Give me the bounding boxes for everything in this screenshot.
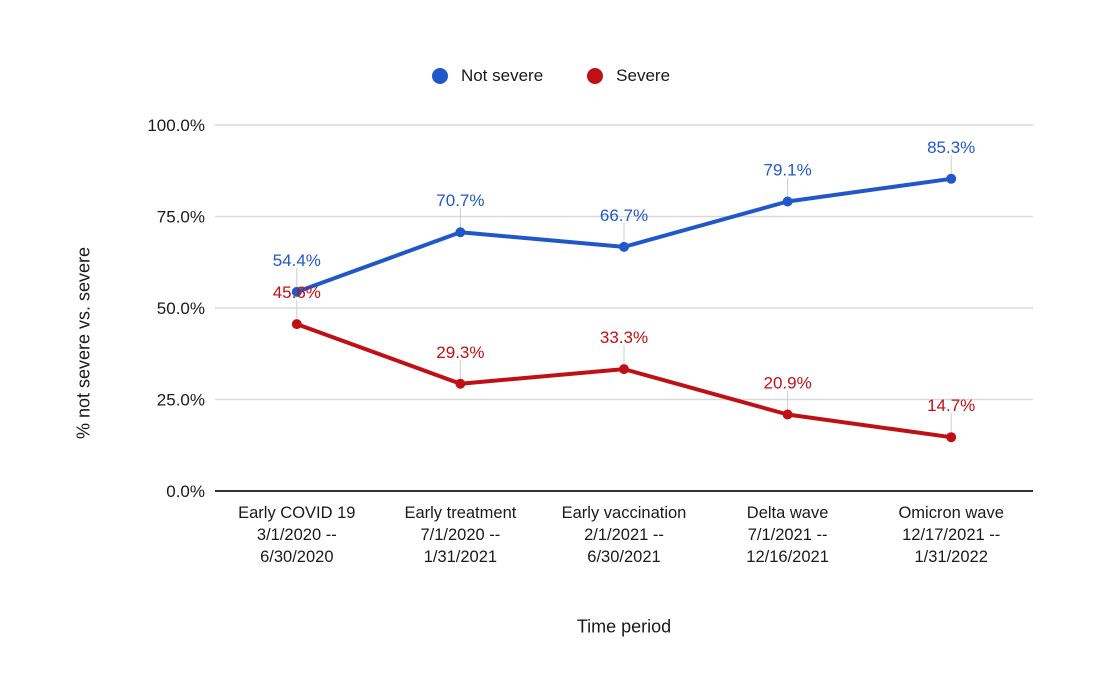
data-label: 45.6%: [273, 283, 321, 302]
legend-label-severe: Severe: [616, 66, 671, 85]
data-label: 14.7%: [927, 396, 975, 415]
y-tick-label: 75.0%: [157, 208, 205, 227]
x-tick-label: Early vaccination 2/1/2021 --6/30/2021: [562, 504, 687, 566]
legend-dot-not-severe-icon: [431, 68, 448, 84]
data-label: 20.9%: [763, 374, 811, 393]
data-label: 54.4%: [273, 251, 321, 270]
data-point: [946, 432, 957, 443]
data-point: [291, 319, 302, 330]
x-tick-label: Delta wave 7/1/2021 --12/16/2021: [746, 504, 829, 566]
x-axis-title: Time period: [576, 616, 672, 637]
data-point: [619, 364, 629, 375]
data-label: 33.3%: [600, 328, 648, 347]
x-tick-label: Early COVID 19 3/1/2020 --6/30/2020: [238, 504, 355, 566]
data-point: [782, 409, 793, 420]
data-label: 79.1%: [763, 160, 811, 179]
data-label: 29.3%: [436, 343, 484, 362]
data-point: [455, 378, 466, 389]
data-point: [782, 196, 793, 207]
y-tick-label: 0.0%: [166, 482, 205, 501]
legend-item-severe: Severe: [587, 66, 670, 86]
legend: Not severe Severe: [0, 66, 1102, 86]
x-tick-label: Omicron wave 12/17/2021 --1/31/2022: [898, 504, 1003, 566]
data-label: 66.7%: [600, 206, 648, 225]
legend-dot-severe-icon: [587, 68, 604, 84]
data-point: [619, 241, 629, 252]
legend-item-not-severe: Not severe: [431, 66, 544, 86]
y-tick-label: 25.0%: [157, 391, 205, 410]
data-label: 85.3%: [927, 138, 975, 157]
x-tick-label: Early treatment 7/1/2020 --1/31/2021: [404, 504, 516, 566]
data-label: 70.7%: [436, 191, 484, 210]
data-point: [946, 173, 957, 184]
data-point: [455, 227, 466, 238]
legend-label-not-severe: Not severe: [460, 66, 544, 85]
y-tick-label: 100.0%: [147, 116, 205, 135]
data-point: [291, 286, 302, 297]
y-tick-label: 50.0%: [157, 299, 205, 318]
